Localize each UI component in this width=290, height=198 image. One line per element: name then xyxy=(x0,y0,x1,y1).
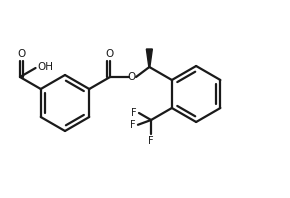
Text: F: F xyxy=(131,108,137,118)
Text: F: F xyxy=(148,136,154,146)
Text: O: O xyxy=(127,72,135,82)
Text: F: F xyxy=(130,120,136,130)
Text: O: O xyxy=(105,49,113,59)
Polygon shape xyxy=(146,49,152,67)
Text: OH: OH xyxy=(38,62,54,72)
Text: O: O xyxy=(17,49,26,59)
